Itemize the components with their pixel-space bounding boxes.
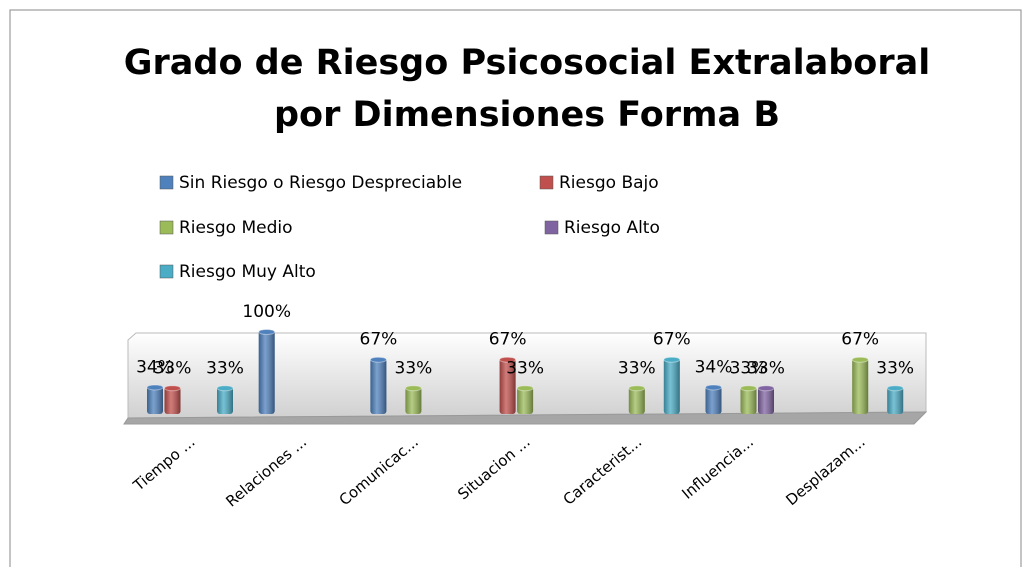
bar-shade (887, 386, 904, 414)
bar-cap (628, 385, 646, 392)
bar (628, 385, 646, 414)
value-label: 33% (206, 358, 244, 378)
bar-shade (370, 357, 387, 414)
value-label: 33% (876, 358, 914, 378)
bar (146, 384, 164, 414)
value-label: 33% (730, 358, 768, 378)
chart-title: por Dimensiones Forma B (274, 95, 780, 135)
bar-shade (164, 386, 181, 414)
bar-shade (258, 330, 275, 414)
legend-label: Sin Riesgo o Riesgo Despreciable (179, 173, 462, 193)
bar (757, 385, 775, 414)
bar (516, 385, 534, 414)
bar-cap (146, 384, 164, 391)
legend-label: Riesgo Alto (564, 218, 660, 238)
bar-shade (628, 386, 645, 414)
bar-cap (740, 385, 757, 392)
value-label: 67% (841, 330, 879, 350)
value-label: 34% (136, 357, 174, 377)
bar-shade (147, 385, 163, 414)
legend-swatch (159, 264, 174, 279)
bar (258, 329, 276, 414)
bar-shade (705, 385, 722, 414)
bar-shade (217, 386, 233, 414)
bar-cap (757, 385, 775, 392)
bar-cap (886, 385, 904, 392)
bar (740, 385, 757, 414)
legend-swatch (544, 220, 559, 235)
value-label: 100% (242, 302, 291, 322)
bar (886, 385, 904, 414)
value-label: 33% (395, 358, 433, 378)
bar-cap (404, 385, 422, 392)
value-label: 33% (747, 358, 785, 378)
bar (851, 356, 869, 414)
legend-swatch (159, 175, 174, 190)
bar (499, 356, 517, 414)
bar (164, 385, 181, 414)
bar (369, 356, 387, 414)
bar (705, 384, 722, 414)
bar-cap (705, 384, 722, 391)
bar (216, 385, 234, 414)
chart-title: Grado de Riesgo Psicosocial Extralaboral (124, 43, 930, 83)
value-label: 67% (360, 330, 398, 350)
value-label: 67% (653, 330, 691, 350)
bar-cap (499, 356, 517, 363)
bar-cap (164, 385, 181, 392)
bar-shade (663, 357, 680, 414)
bar-shade (499, 357, 516, 414)
value-label: 34% (695, 357, 733, 377)
bar (404, 385, 422, 414)
bar (663, 356, 681, 414)
bar-shade (852, 357, 869, 414)
value-label: 33% (154, 358, 192, 378)
bar-cap (369, 356, 387, 363)
bar-cap (663, 356, 681, 363)
bar-cap (851, 356, 869, 363)
value-label: 33% (618, 358, 656, 378)
chart-frame (9, 9, 1022, 567)
legend-label: Riesgo Muy Alto (179, 262, 316, 282)
bar-cap (216, 385, 234, 392)
legend-label: Riesgo Medio (179, 218, 293, 238)
floor (123, 411, 928, 425)
bar-cap (258, 329, 276, 335)
bar-shade (740, 386, 757, 414)
legend-swatch (539, 175, 554, 190)
value-label: 67% (489, 330, 527, 350)
back-wall (127, 332, 927, 419)
bar-shade (517, 386, 534, 414)
bar-shade (405, 386, 422, 414)
legend-swatch (159, 220, 174, 235)
legend-label: Riesgo Bajo (559, 173, 659, 193)
bar-shade (758, 386, 774, 414)
value-label: 33% (506, 358, 544, 378)
bar-cap (516, 385, 534, 392)
